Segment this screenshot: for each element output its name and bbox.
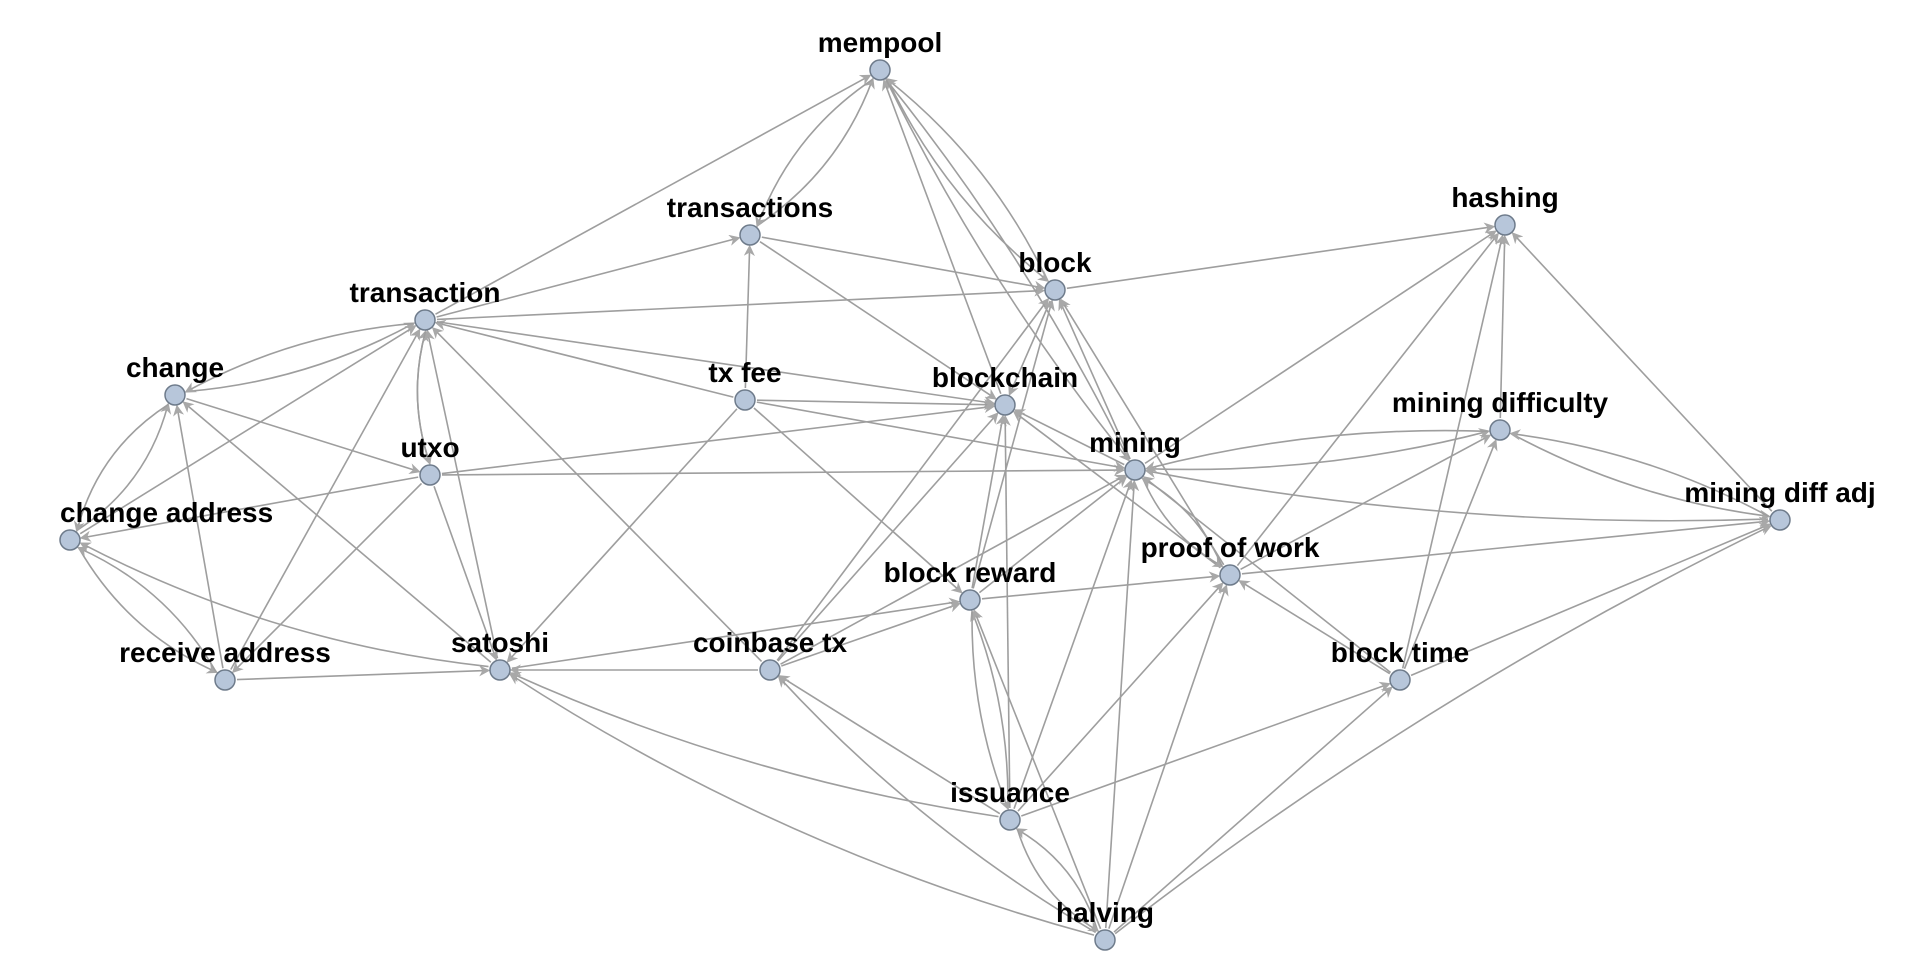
node-label-change_address: change address: [60, 497, 273, 528]
node-circle-mining_difficulty: [1490, 420, 1510, 440]
edge-halving-mining_diff_adj: [1115, 526, 1770, 933]
node-label-issuance: issuance: [950, 777, 1070, 808]
node-circle-transaction: [415, 310, 435, 330]
node-label-mining_difficulty: mining difficulty: [1392, 387, 1609, 418]
node-circle-mempool: [870, 60, 890, 80]
node-circle-satoshi: [490, 660, 510, 680]
node-circle-receive_address: [215, 670, 235, 690]
node-block: block: [1018, 247, 1092, 300]
node-circle-blockchain: [995, 395, 1015, 415]
node-block_time: block time: [1331, 637, 1469, 690]
node-label-receive_address: receive address: [119, 637, 331, 668]
edge-halving-proof_of_work: [1109, 586, 1226, 928]
node-circle-block_time: [1390, 670, 1410, 690]
node-circle-proof_of_work: [1220, 565, 1240, 585]
edge-block_time-mining_difficulty: [1404, 441, 1495, 669]
node-label-block_time: block time: [1331, 637, 1469, 668]
edge-proof_of_work-mining_diff_adj: [1242, 521, 1768, 574]
node-circle-change: [165, 385, 185, 405]
node-label-transactions: transactions: [667, 192, 834, 223]
edge-txfee-satoshi: [508, 409, 737, 661]
edge-block-hashing: [1067, 227, 1493, 289]
node-circle-utxo: [420, 465, 440, 485]
node-label-halving: halving: [1056, 897, 1154, 928]
node-label-mining_diff_adj: mining diff adj: [1684, 477, 1875, 508]
node-mining_diff_adj: mining diff adj: [1684, 477, 1875, 530]
node-label-hashing: hashing: [1451, 182, 1558, 213]
node-label-blockchain: blockchain: [932, 362, 1078, 393]
edge-receive_address-satoshi: [237, 670, 488, 679]
node-circle-mining: [1125, 460, 1145, 480]
node-mempool: mempool: [818, 27, 942, 80]
node-label-proof_of_work: proof of work: [1141, 532, 1320, 563]
node-circle-halving: [1095, 930, 1115, 950]
node-transaction: transaction: [350, 277, 501, 330]
node-block_reward: block reward: [884, 557, 1057, 610]
node-label-block_reward: block reward: [884, 557, 1057, 588]
node-transactions: transactions: [667, 192, 834, 245]
node-mining_difficulty: mining difficulty: [1392, 387, 1609, 440]
edge-utxo-mining: [442, 470, 1123, 475]
node-coinbase_tx: coinbase tx: [693, 627, 847, 680]
node-hashing: hashing: [1451, 182, 1558, 235]
edge-issuance-satoshi: [512, 673, 999, 816]
edge-mining-hashing: [1145, 232, 1495, 464]
node-circle-block_reward: [960, 590, 980, 610]
node-blockchain: blockchain: [932, 362, 1078, 415]
node-label-block: block: [1018, 247, 1092, 278]
node-circle-coinbase_tx: [760, 660, 780, 680]
edge-issuance-block_time: [1021, 684, 1388, 816]
node-satoshi: satoshi: [451, 627, 549, 680]
edge-transaction-block: [437, 291, 1043, 320]
edge-mining_diff_adj-hashing: [1513, 234, 1772, 511]
edge-txfee-mining: [757, 402, 1123, 468]
node-label-mempool: mempool: [818, 27, 942, 58]
node-circle-change_address: [60, 530, 80, 550]
node-label-txfee: tx fee: [708, 357, 781, 388]
node-utxo: utxo: [400, 432, 459, 485]
node-label-coinbase_tx: coinbase tx: [693, 627, 847, 658]
node-label-utxo: utxo: [400, 432, 459, 463]
node-label-mining: mining: [1089, 427, 1181, 458]
edge-block_time-hashing: [1403, 237, 1503, 669]
node-circle-transactions: [740, 225, 760, 245]
node-change: change: [126, 352, 224, 405]
edge-txfee-transaction: [437, 323, 734, 397]
node-issuance: issuance: [950, 777, 1070, 830]
node-circle-hashing: [1495, 215, 1515, 235]
node-circle-issuance: [1000, 810, 1020, 830]
edge-txfee-blockchain: [757, 400, 993, 405]
edge-receive_address-change: [177, 407, 223, 668]
edge-issuance-mining: [1014, 481, 1131, 808]
node-label-satoshi: satoshi: [451, 627, 549, 658]
node-circle-txfee: [735, 390, 755, 410]
edge-utxo-blockchain: [442, 406, 993, 473]
node-label-change: change: [126, 352, 224, 383]
node-halving: halving: [1056, 897, 1154, 950]
node-change_address: change address: [60, 497, 273, 550]
node-label-transaction: transaction: [350, 277, 501, 308]
network-graph: mempool transactions hashing block transacti…: [0, 0, 1926, 974]
node-receive_address: receive address: [119, 637, 331, 690]
edge-halving-block_reward: [974, 611, 1100, 929]
node-proof_of_work: proof of work: [1141, 532, 1320, 585]
node-circle-block: [1045, 280, 1065, 300]
node-circle-mining_diff_adj: [1770, 510, 1790, 530]
edge-halving-mining: [1106, 482, 1134, 928]
edge-halving-block_time: [1114, 688, 1391, 932]
node-txfee: tx fee: [708, 357, 781, 410]
edge-transactions-block: [762, 237, 1043, 288]
edge-mining_diff_adj-mining: [1147, 471, 1768, 521]
